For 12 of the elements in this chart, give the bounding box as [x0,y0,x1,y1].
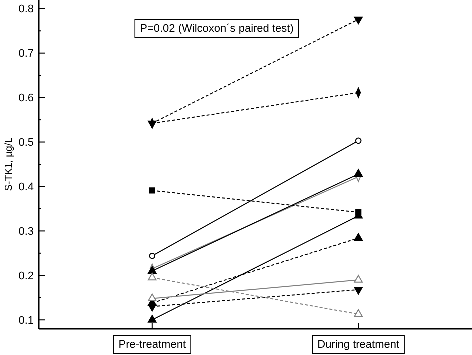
y-tick-label: 0.4 [18,182,34,194]
x-tick-label: Pre-treatment [118,338,186,351]
y-tick-label: 0.7 [18,48,34,60]
y-tick-label: 0.3 [18,226,34,238]
y-tick-label: 0.1 [18,314,34,327]
y-tick-label: 0.5 [18,137,34,150]
y-axis-title: S-TK1, µg/L [4,137,15,192]
annotation: P=0.02 (Wilcoxon´s paired test) [140,22,294,35]
x-tick-label: During treatment [318,338,400,351]
y-tick-label: 0.8 [18,4,34,16]
y-tick-label: 0.6 [18,92,34,105]
y-tick-label: 0.2 [18,270,34,282]
